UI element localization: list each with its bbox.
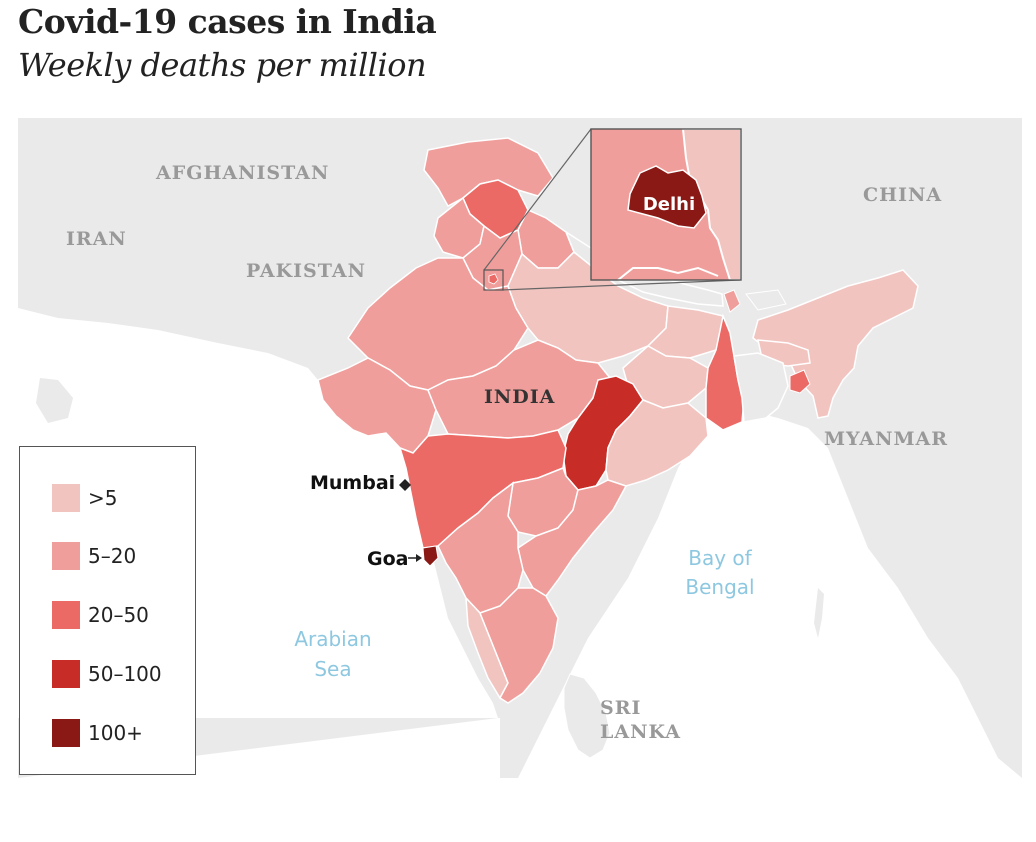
state-bihar (646, 305, 731, 359)
label-iran: IRAN (66, 228, 127, 250)
inset-connector-top (483, 128, 592, 271)
legend-swatch (52, 484, 80, 512)
label-india: INDIA (484, 386, 555, 408)
state-karnataka (437, 481, 524, 614)
legend: >5 5–20 20–50 50–100 100+ (19, 446, 196, 775)
label-china: CHINA (863, 184, 942, 206)
label-lanka: LANKA (600, 721, 681, 743)
andaman-islands (814, 588, 824, 638)
label-sea: Sea (314, 657, 351, 681)
india-map: AFGHANISTAN IRAN PAKISTAN CHINA MYANMAR … (18, 118, 1022, 778)
label-afghanistan: AFGHANISTAN (155, 162, 329, 184)
label-sri: SRI (600, 697, 641, 719)
legend-label: 20–50 (88, 603, 149, 627)
state-andhra-pradesh (517, 479, 628, 597)
inset-connector-bottom (501, 279, 741, 291)
state-goa (422, 545, 439, 567)
label-pakistan: PAKISTAN (246, 260, 366, 282)
bhutan (745, 289, 787, 311)
chart-subtitle: Weekly deaths per million (18, 46, 427, 84)
northeast-states (752, 269, 919, 419)
inset-haryana-border (617, 266, 719, 280)
legend-label: 5–20 (88, 544, 137, 568)
mumbai-marker (399, 479, 411, 491)
bay-of-bengal (518, 408, 1022, 778)
legend-label: 50–100 (88, 662, 162, 686)
inset-delhi (627, 165, 707, 229)
persian-gulf-coast (18, 308, 318, 380)
label-goa: Goa (367, 548, 408, 570)
legend-swatch (52, 719, 80, 747)
legend-swatch (52, 601, 80, 629)
label-bay-of: Bay of (688, 546, 752, 570)
chart-title: Covid-19 cases in India (18, 2, 437, 41)
goa-arrow (408, 554, 422, 562)
bangladesh (733, 352, 789, 423)
state-delhi (488, 273, 499, 285)
state-sikkim (723, 289, 741, 313)
label-mumbai: Mumbai (310, 472, 395, 494)
state-odisha (605, 399, 709, 487)
state-tamil-nadu (479, 587, 559, 704)
state-tripura (789, 369, 811, 394)
legend-label: 100+ (88, 721, 143, 745)
legend-label: >5 (88, 486, 118, 510)
arabian-coast-island (36, 378, 73, 423)
label-bengal: Bengal (685, 575, 754, 599)
state-chhattisgarh (562, 375, 644, 491)
delhi-locator-box (483, 269, 504, 291)
sri-lanka (563, 673, 611, 759)
label-delhi: Delhi (643, 194, 695, 215)
label-arabian: Arabian (294, 627, 371, 651)
label-myanmar: MYANMAR (824, 428, 948, 450)
state-west-bengal (705, 313, 745, 431)
delhi-inset (590, 128, 742, 281)
legend-swatch (52, 542, 80, 570)
legend-swatch (52, 660, 80, 688)
